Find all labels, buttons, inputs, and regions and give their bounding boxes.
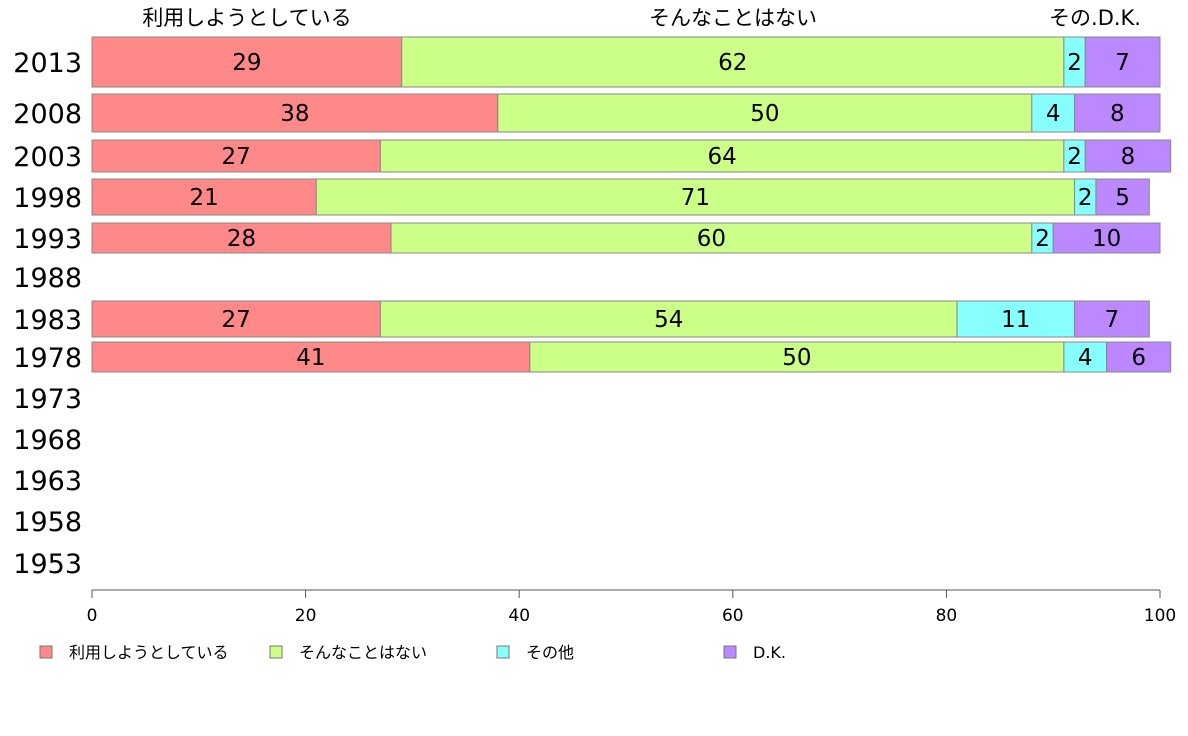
bar-value-label: 8	[1121, 144, 1136, 170]
legend-swatch	[496, 645, 510, 659]
bar-segment	[390, 222, 1033, 254]
bar-value-label: 64	[707, 144, 736, 170]
bar-value-label: 27	[222, 307, 251, 333]
bar-value-label: 71	[681, 185, 710, 211]
column-headers: 利用しようとしている そんなことはない その.D.K.	[142, 6, 1141, 30]
bar-segment	[1074, 93, 1161, 133]
x-axis: 0 20 40 60 80 100	[87, 589, 1176, 626]
legend-label: 利用しようとしている	[69, 643, 229, 662]
bar-value-label: 2	[1067, 144, 1082, 170]
bar-value-label: 7	[1115, 50, 1130, 76]
bar-segment	[1052, 222, 1161, 254]
bar-segment	[91, 300, 381, 338]
bar-segment	[529, 341, 1065, 373]
year-label: 1998	[13, 183, 82, 214]
bar-value-label: 7	[1105, 307, 1120, 333]
year-label: 1958	[13, 507, 82, 538]
bar-segment	[401, 36, 1065, 88]
bar-segment	[379, 139, 1065, 173]
bar-value-label: 4	[1078, 345, 1093, 371]
header-label: そんなことはない	[649, 6, 817, 30]
bar-value-label: 54	[654, 307, 683, 333]
year-label: 1968	[13, 425, 82, 456]
year-labels: 2013 2008 2003 1998 1993 1988 1983 1978 1973 1968…	[13, 48, 82, 580]
bar-segment	[497, 93, 1033, 133]
legend-swatch	[39, 645, 53, 659]
bar-segment	[1084, 139, 1172, 173]
bar-segment	[1106, 341, 1172, 373]
year-label: 1953	[13, 549, 82, 580]
bar-value-label: 62	[718, 50, 747, 76]
bar-value-label: 50	[782, 345, 811, 371]
bar-value-label: 2	[1078, 185, 1093, 211]
bar-value-label: 5	[1115, 185, 1130, 211]
year-label: 1988	[13, 263, 82, 294]
x-tick-label: 60	[722, 606, 744, 626]
bar-segment	[91, 36, 403, 88]
legend-label: D.K.	[753, 643, 786, 662]
bar-segment	[91, 93, 499, 133]
year-label: 1973	[13, 384, 82, 415]
bar-value-label: 2	[1035, 226, 1050, 252]
bar-segment	[379, 300, 958, 338]
x-tick-label: 20	[295, 606, 317, 626]
year-label: 2003	[13, 142, 82, 173]
x-tick-label: 100	[1144, 606, 1176, 626]
bar-value-label: 38	[280, 101, 309, 127]
legend-label: そんなことはない	[299, 643, 427, 662]
bar-value-label: 10	[1092, 226, 1121, 252]
year-label: 1963	[13, 466, 82, 497]
x-tick-label: 40	[508, 606, 530, 626]
bar-segment	[91, 341, 531, 373]
year-label: 1978	[13, 343, 82, 374]
bar-value-label: 27	[222, 144, 251, 170]
bar-segment	[91, 178, 317, 216]
legend-label: その他	[526, 643, 574, 662]
bar-value-label: 60	[697, 226, 726, 252]
bar-segment	[315, 178, 1076, 216]
bar-value-label: 50	[750, 101, 779, 127]
bar-value-label: 21	[189, 185, 218, 211]
header-label: 利用しようとしている	[142, 6, 351, 30]
bar-value-label: 2	[1067, 50, 1082, 76]
bar-value-label: 6	[1131, 345, 1146, 371]
x-tick-label: 0	[87, 606, 98, 626]
legend-swatch	[269, 645, 283, 659]
year-label: 1993	[13, 224, 82, 255]
bar-segment	[1074, 300, 1150, 338]
bar-value-label: 4	[1046, 101, 1061, 127]
bar-value-label: 29	[232, 50, 261, 76]
bar-segment	[1095, 178, 1150, 216]
legend: 利用しようとしている そんなことはない その他 D.K.	[39, 643, 786, 662]
bar-value-label: 11	[1001, 307, 1030, 333]
bar-value-label: 41	[296, 345, 325, 371]
legend-swatch	[723, 645, 737, 659]
bar-value-label: 28	[227, 226, 256, 252]
year-label: 2008	[13, 99, 82, 130]
bar-value-label: 8	[1110, 101, 1125, 127]
year-label: 1983	[13, 305, 82, 336]
bar-segment	[91, 139, 381, 173]
bar-segment	[1031, 93, 1076, 133]
bar-segment	[1084, 36, 1161, 88]
year-label: 2013	[13, 48, 82, 79]
x-tick-label: 80	[936, 606, 958, 626]
header-label: その.D.K.	[1049, 6, 1141, 30]
